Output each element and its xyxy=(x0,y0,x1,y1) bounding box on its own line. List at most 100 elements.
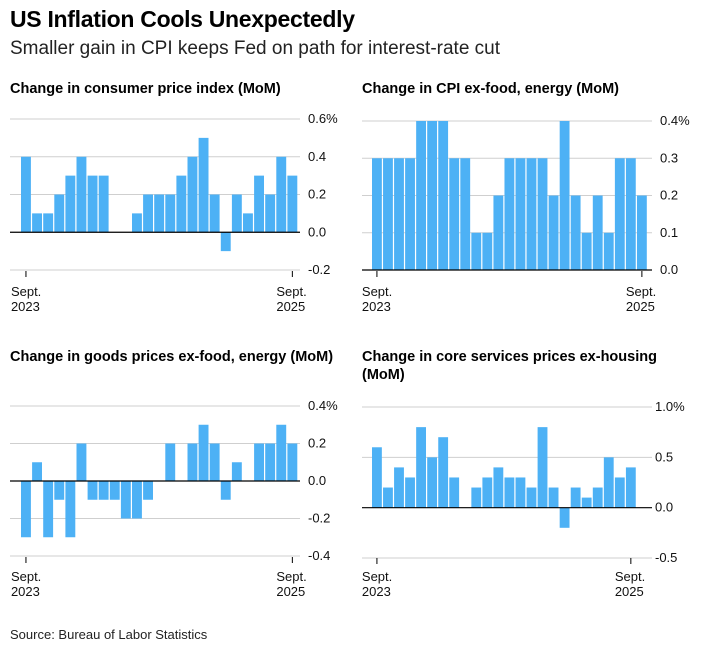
page-title: US Inflation Cools Unexpectedly xyxy=(10,6,355,32)
core-cpi-x-label-end: 2025 xyxy=(626,299,655,314)
services-bar xyxy=(482,477,493,508)
services-bar xyxy=(471,487,482,508)
goods-bar xyxy=(21,481,31,538)
services-bar xyxy=(548,487,559,508)
services-bar xyxy=(570,487,581,508)
goods-bar xyxy=(198,424,209,481)
core-cpi-bar xyxy=(427,121,438,270)
goods-bar xyxy=(32,462,42,481)
core-cpi-bar xyxy=(581,232,592,270)
services-bar xyxy=(515,477,526,508)
goods-bar xyxy=(54,481,65,500)
services-bar xyxy=(603,457,614,508)
services-x-label-start: Sept. xyxy=(362,569,392,584)
cpi-bar xyxy=(54,194,65,233)
services-y-tick-label: -0.5 xyxy=(655,550,677,565)
cpi-bar xyxy=(98,175,109,233)
goods-x-label-start: Sept. xyxy=(11,569,41,584)
core-cpi-bar xyxy=(548,195,559,270)
cpi-x-label-start: Sept. xyxy=(11,284,41,299)
services-bar xyxy=(372,447,382,508)
goods-bar xyxy=(43,481,54,538)
goods-bar xyxy=(87,481,98,500)
core-cpi-y-tick-label: 0.3 xyxy=(660,150,678,165)
core-cpi-y-tick-label: 0.1 xyxy=(660,225,678,240)
cpi-bar xyxy=(154,194,165,233)
services-bar xyxy=(526,487,537,508)
services-bar xyxy=(383,487,393,508)
services-x-label-end: 2025 xyxy=(615,584,644,599)
cpi-bar xyxy=(209,194,220,233)
goods-bar xyxy=(132,481,142,519)
cpi-bar xyxy=(287,175,298,233)
core-cpi-x-label-end: Sept. xyxy=(626,284,656,299)
goods-y-tick-label: 0.0 xyxy=(308,473,326,488)
goods-x-label-end: 2025 xyxy=(276,584,305,599)
core-cpi-bar xyxy=(636,195,647,270)
core-cpi-bar xyxy=(526,158,537,270)
cpi-bar xyxy=(276,156,287,233)
cpi-bar xyxy=(65,175,76,233)
services-bar xyxy=(559,507,570,528)
cpi-bar xyxy=(143,194,153,233)
core-cpi-x-label-start: Sept. xyxy=(362,284,392,299)
cpi-bar xyxy=(43,213,54,233)
cpi-bar xyxy=(165,194,176,233)
core-cpi-bar xyxy=(515,158,526,270)
goods-y-tick-label: 0.4% xyxy=(308,398,338,413)
core-cpi-y-tick-label: 0.2 xyxy=(660,188,678,203)
services-bar xyxy=(394,467,404,508)
goods-bar xyxy=(120,481,131,519)
services-bar xyxy=(581,497,592,508)
services-y-tick-label: 1.0% xyxy=(655,399,685,414)
core-cpi-bar xyxy=(559,121,570,270)
core-cpi-bar xyxy=(625,158,636,270)
core-cpi-bar xyxy=(603,232,614,270)
cpi-bar xyxy=(254,175,264,233)
goods-bar xyxy=(220,481,231,500)
core-cpi-x-label-start: 2023 xyxy=(362,299,391,314)
goods-y-tick-label: -0.2 xyxy=(308,511,330,526)
goods-bar xyxy=(231,462,242,481)
cpi-bar xyxy=(198,137,209,233)
goods-bar xyxy=(76,443,87,481)
core-cpi-bar xyxy=(383,158,393,270)
goods-x-label-end: Sept. xyxy=(276,569,306,584)
goods-bar xyxy=(98,481,109,500)
core-cpi-bar xyxy=(592,195,603,270)
core-cpi-bar xyxy=(405,158,415,270)
cpi-bar xyxy=(265,194,276,233)
goods-bar xyxy=(65,481,76,538)
cpi-bar xyxy=(220,232,231,252)
services-bar xyxy=(625,467,636,508)
services-bar xyxy=(493,467,504,508)
goods-x-label-start: 2023 xyxy=(11,584,40,599)
goods-bar xyxy=(209,443,220,481)
cpi-bar xyxy=(187,156,198,233)
core-cpi-bar xyxy=(504,158,515,270)
services-bar xyxy=(537,427,548,508)
services-y-tick-label: 0.0 xyxy=(655,500,673,515)
goods-bar xyxy=(187,443,198,481)
cpi-x-label-end: Sept. xyxy=(276,284,306,299)
core-cpi-bar xyxy=(471,232,482,270)
cpi-y-tick-label: 0.6% xyxy=(308,111,338,126)
core-cpi-bar xyxy=(372,158,382,270)
services-bar xyxy=(405,477,415,508)
core-cpi-bar xyxy=(394,158,404,270)
services-bar xyxy=(592,487,603,508)
goods-bar xyxy=(165,443,176,481)
goods-bar xyxy=(143,481,153,500)
core-cpi-bar xyxy=(449,158,460,270)
services-bar xyxy=(614,477,625,508)
services-bar xyxy=(427,457,438,508)
services-x-label-start: 2023 xyxy=(362,584,391,599)
services-bar xyxy=(449,477,460,508)
core-cpi-bar xyxy=(438,121,449,270)
cpi-x-label-start: 2023 xyxy=(11,299,40,314)
core-cpi-bar xyxy=(570,195,581,270)
goods-y-tick-label: -0.4 xyxy=(308,548,330,563)
cpi-y-tick-label: 0.2 xyxy=(308,187,326,202)
panel-title-goods: Change in goods prices ex-food, energy (… xyxy=(10,349,334,365)
